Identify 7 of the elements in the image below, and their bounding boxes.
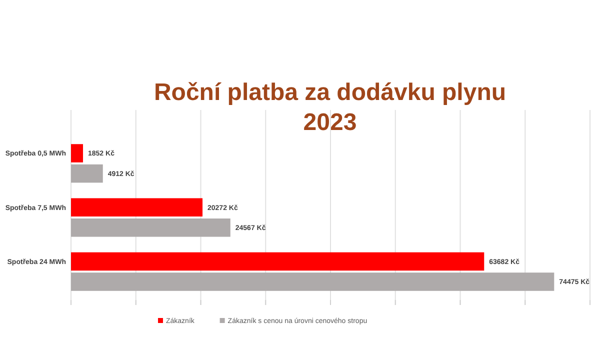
bar bbox=[71, 272, 554, 291]
bar bbox=[71, 218, 230, 237]
bar bbox=[71, 144, 84, 162]
chart-title: Roční platba za dodávku plynu 2023 bbox=[154, 79, 506, 136]
bar bbox=[71, 252, 484, 271]
bar bbox=[71, 164, 103, 183]
bar bbox=[71, 198, 203, 216]
